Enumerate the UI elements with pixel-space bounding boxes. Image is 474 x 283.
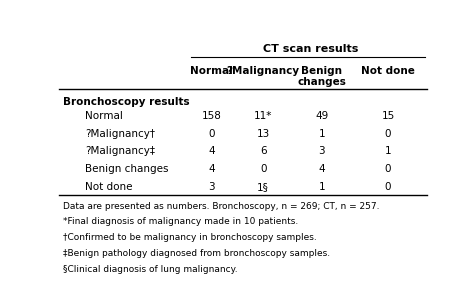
- Text: Not done: Not done: [361, 66, 415, 76]
- Text: Benign changes: Benign changes: [85, 164, 168, 174]
- Text: CT scan results: CT scan results: [263, 44, 358, 54]
- Text: 11*: 11*: [254, 111, 273, 121]
- Text: 3: 3: [319, 146, 325, 156]
- Text: 158: 158: [202, 111, 222, 121]
- Text: Not done: Not done: [85, 182, 132, 192]
- Text: 4: 4: [319, 164, 325, 174]
- Text: †Confirmed to be malignancy in bronchoscopy samples.: †Confirmed to be malignancy in bronchosc…: [63, 233, 317, 242]
- Text: *Final diagnosis of malignancy made in 10 patients.: *Final diagnosis of malignancy made in 1…: [63, 217, 298, 226]
- Text: 3: 3: [209, 182, 215, 192]
- Text: ?Malignancy‡: ?Malignancy‡: [85, 146, 155, 156]
- Text: Benign
changes: Benign changes: [298, 66, 346, 87]
- Text: 0: 0: [260, 164, 266, 174]
- Text: 1: 1: [319, 182, 325, 192]
- Text: 0: 0: [209, 128, 215, 139]
- Text: ?Malignancy: ?Malignancy: [227, 66, 300, 76]
- Text: 0: 0: [385, 182, 391, 192]
- Text: Bronchoscopy results: Bronchoscopy results: [63, 97, 190, 107]
- Text: 4: 4: [209, 164, 215, 174]
- Text: 4: 4: [209, 146, 215, 156]
- Text: §Clinical diagnosis of lung malignancy.: §Clinical diagnosis of lung malignancy.: [63, 265, 237, 273]
- Text: ‡Benign pathology diagnosed from bronchoscopy samples.: ‡Benign pathology diagnosed from broncho…: [63, 249, 330, 258]
- Text: 1§: 1§: [257, 182, 269, 192]
- Text: 49: 49: [315, 111, 328, 121]
- Text: Normal: Normal: [85, 111, 123, 121]
- Text: 15: 15: [382, 111, 395, 121]
- Text: ?Malignancy†: ?Malignancy†: [85, 128, 155, 139]
- Text: 1: 1: [319, 128, 325, 139]
- Text: 13: 13: [256, 128, 270, 139]
- Text: 1: 1: [385, 146, 392, 156]
- Text: Normal: Normal: [191, 66, 233, 76]
- Text: 0: 0: [385, 164, 391, 174]
- Text: Data are presented as numbers. Bronchoscopy, n = 269; CT, n = 257.: Data are presented as numbers. Bronchosc…: [63, 202, 379, 211]
- Text: 6: 6: [260, 146, 266, 156]
- Text: 0: 0: [385, 128, 391, 139]
